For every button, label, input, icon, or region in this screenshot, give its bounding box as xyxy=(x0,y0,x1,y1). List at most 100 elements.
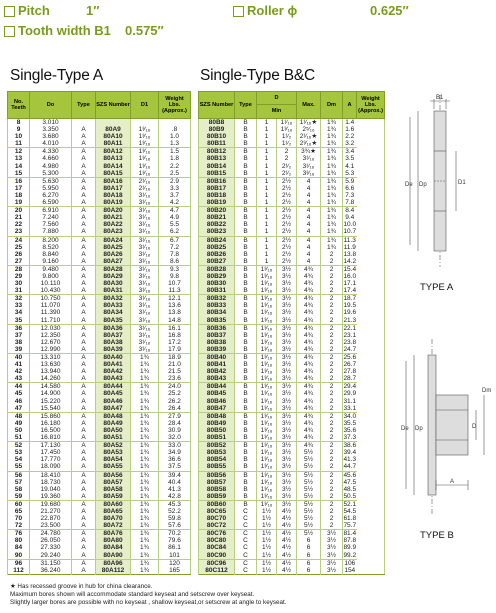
table-cell: 59 xyxy=(7,492,30,501)
table-row: 80B26 B 1 2½ 4 2 13.8 xyxy=(198,250,385,258)
table-cell: 80A24 xyxy=(95,235,131,244)
table-cell: 4 xyxy=(296,228,321,236)
table-cell: 17.9 xyxy=(158,345,191,354)
table-cell: 6.910 xyxy=(29,206,72,215)
table-cell: 3½ xyxy=(275,294,297,303)
table-cell: A xyxy=(71,257,96,266)
table-cell: 6.270 xyxy=(29,191,72,200)
type-a-diagram: B1 Dp De D1 xyxy=(405,95,466,267)
table-cell: 3½ xyxy=(275,287,297,295)
table-cell: 1½ xyxy=(256,507,277,516)
table-cell: 84 xyxy=(7,544,30,552)
table-cell: 3¹⁄₁₆ xyxy=(130,338,159,346)
table-cell: A xyxy=(71,309,96,317)
table-row: 80B31 B 1³⁄₁₆ 3½ 4¾ 2 17.4 xyxy=(198,287,385,295)
table-cell: 13.630 xyxy=(29,361,72,369)
table-cell: 31.1 xyxy=(342,397,357,405)
table-cell: 80A54 xyxy=(95,456,131,464)
table-cell: 80A60 xyxy=(95,499,131,508)
table-cell: 16.500 xyxy=(29,426,72,435)
table-row: 80B15 B 1 2¹⁄₂ 3³⁄₁₆ 1¾ 5.3 xyxy=(198,169,385,178)
table-cell: 80A40 xyxy=(95,353,131,362)
table-cell: 80B47 xyxy=(198,404,235,413)
table-cell: 3¾★ xyxy=(296,147,321,156)
table-cell: A xyxy=(71,272,96,281)
table-cell: 1 xyxy=(256,155,277,163)
table-row: 80B53 B 1³⁄₁₆ 3½ 5½ 2 39.4 xyxy=(198,449,385,457)
table-cell: 1¾ xyxy=(320,126,343,134)
table-cell: A xyxy=(71,250,96,258)
table-cell: 2 xyxy=(320,250,343,258)
table-row: 31 10.430 A 80A31 3¹⁄₁₆ 11.3 xyxy=(7,287,191,295)
table-cell: 52.1 xyxy=(342,499,357,508)
table-cell: 2 xyxy=(320,353,343,362)
table-cell: 1¾ xyxy=(130,558,159,567)
type-b-diagram: A De Dp D Dm xyxy=(401,339,491,515)
table-cell: 9.4 xyxy=(342,214,357,222)
table-cell: 17.130 xyxy=(29,441,72,450)
table-cell: 52.2 xyxy=(158,507,191,516)
table-row: 76 24.780 A 80A76 1¾ 70.2 xyxy=(7,529,191,538)
table-cell: A xyxy=(71,558,96,567)
table-row: 44 14.580 A 80A44 1¾ 24.0 xyxy=(7,382,191,391)
table-cell: 3½ xyxy=(320,566,343,575)
table-cell: 10.110 xyxy=(29,280,72,288)
table-cell: 1.8 xyxy=(158,155,191,163)
table-row: 80B56 B 1³⁄₁₆ 3½ 5½ 2 45.6 xyxy=(198,470,385,479)
table-cell: 27 xyxy=(7,257,30,266)
table-cell: A xyxy=(71,492,96,501)
table-cell: 2 xyxy=(320,411,343,420)
table-cell: 5.5 xyxy=(158,221,191,229)
tooth-width-checkbox[interactable] xyxy=(4,26,15,37)
table-cell: 3½ xyxy=(275,375,297,383)
table-cell: B xyxy=(234,235,257,244)
table-cell: 30.9 xyxy=(158,426,191,435)
table-row: 35 11.710 A 80A35 3¹⁄₁₆ 14.8 xyxy=(7,316,191,325)
table-cell: 101 xyxy=(158,551,191,560)
table-cell: 7.240 xyxy=(29,214,72,222)
table-cell: 80B16 xyxy=(198,176,235,185)
table-row: 80B51 B 1³⁄₁₆ 3½ 4¾ 2 37.3 xyxy=(198,434,385,442)
table-cell: 21.270 xyxy=(29,507,72,516)
table-cell: 4¾ xyxy=(296,287,321,295)
col-header-min: Min xyxy=(255,104,298,119)
table-cell: B xyxy=(234,404,257,413)
table-cell: 53 xyxy=(7,449,30,457)
table-cell: 80A39 xyxy=(95,345,131,354)
table-cell: 11.3 xyxy=(342,235,357,244)
table-cell: 2½ xyxy=(275,191,297,200)
table-cell: 30 xyxy=(7,280,30,288)
table-cell: 33.0 xyxy=(158,441,191,450)
table-cell: 165 xyxy=(158,566,191,575)
table-cell: 80A52 xyxy=(95,441,131,450)
table-cell: 4¾ xyxy=(296,441,321,450)
table-cell: 3.2 xyxy=(342,140,357,148)
table-cell: B xyxy=(234,250,257,258)
table-cell: 2½ xyxy=(275,228,297,236)
table-row: 27 9.160 A 80A27 3¹⁄₁₆ 8.6 xyxy=(7,257,191,266)
table-cell: 80B8 xyxy=(198,118,235,127)
roller-checkbox[interactable] xyxy=(233,6,244,17)
table-cell: 57 xyxy=(7,478,30,486)
table-cell: A xyxy=(71,323,96,332)
dim-d1-label: D1 xyxy=(458,180,466,186)
table-cell: 3.5 xyxy=(342,155,357,163)
col-header-szs-number: SZS Number xyxy=(95,91,131,119)
table-cell: 1¾ xyxy=(130,537,159,545)
table-cell: 3¹⁄₁₆ xyxy=(130,272,159,281)
table-cell: 4½ xyxy=(275,515,297,523)
table-cell: 1³⁄₁₆ xyxy=(256,361,277,369)
table-cell: 23.8 xyxy=(342,338,357,346)
table-cell: 9 xyxy=(7,126,30,134)
table-cell: 4.9 xyxy=(158,214,191,222)
table-cell: B xyxy=(234,272,257,281)
dim-dp-label: Dp xyxy=(419,182,427,188)
table-cell: 3½ xyxy=(275,411,297,420)
table-cell: 1¾ xyxy=(320,140,343,148)
table-cell: 2.2 xyxy=(342,133,357,141)
table-cell: A xyxy=(71,184,96,192)
table-row: 80B60 B 1³⁄₁₆ 3½ 5½ 2 52.1 xyxy=(198,499,385,508)
pitch-checkbox[interactable] xyxy=(4,6,15,17)
table-row: 80B20 B 1 2½ 4 1¾ 8.4 xyxy=(198,206,385,215)
table-cell: 52 xyxy=(7,441,30,450)
